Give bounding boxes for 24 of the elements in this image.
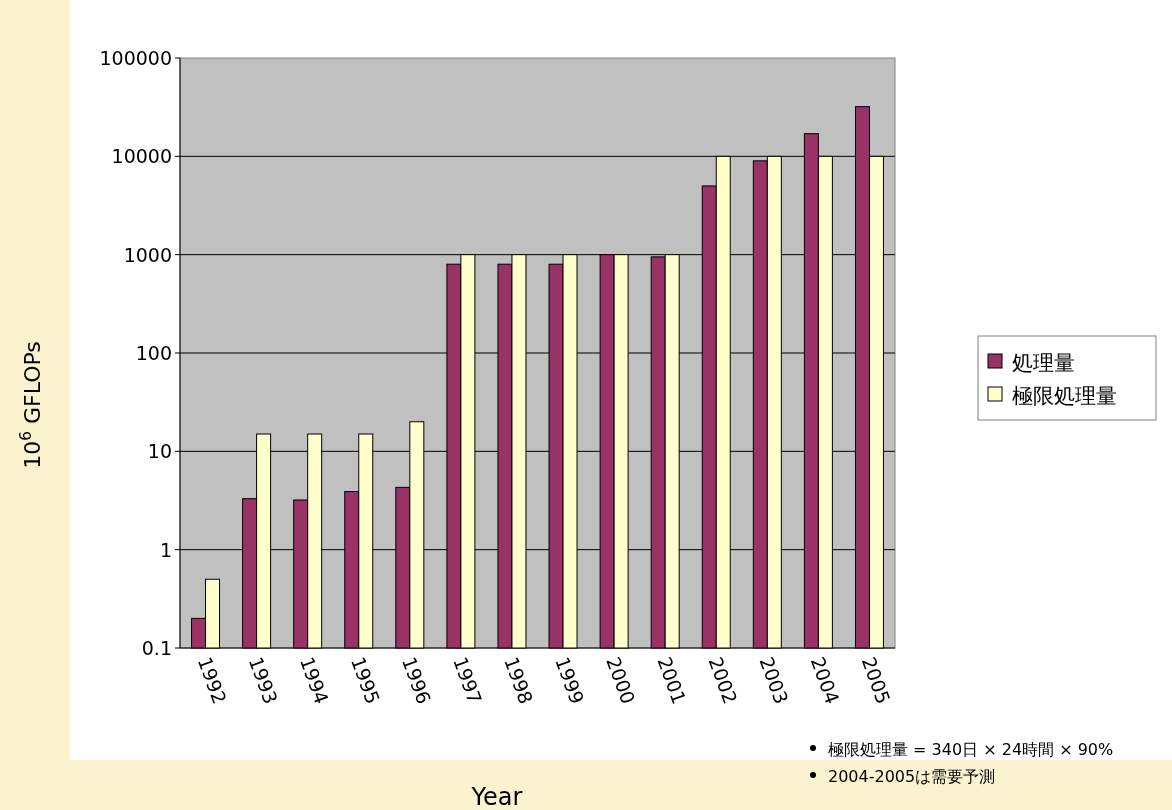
x-tick-label: 2003 [755, 653, 793, 707]
x-tick-label: 2004 [806, 653, 844, 707]
x-tick-label: 1995 [346, 653, 385, 707]
x-tick-label: 1996 [398, 653, 436, 707]
y-tick-label: 0.1 [141, 637, 172, 659]
x-tick-label: 1992 [193, 653, 231, 707]
x-tick-label: 2005 [857, 653, 895, 707]
x-tick-label: 1998 [500, 653, 538, 707]
x-tick-label: 1994 [295, 653, 334, 707]
legend-label: 極限処理量 [1012, 384, 1117, 408]
x-axis-title: Year [470, 783, 523, 810]
y-tick-label: 1000 [123, 243, 172, 266]
y-tick-label: 1 [159, 538, 172, 561]
x-tick-label: 1999 [551, 653, 589, 707]
y-tick-label: 10000 [111, 145, 172, 168]
legend-label: 処理量 [1012, 351, 1075, 375]
y-tick-label: 100 [135, 342, 172, 364]
y-tick-label: 10 [147, 440, 172, 463]
x-tick-label: 2002 [704, 653, 742, 707]
y-tick-label: 100000 [99, 47, 172, 69]
x-tick-label: 2000 [602, 653, 640, 707]
x-tick-label: 1997 [449, 653, 487, 707]
x-tick-label: 1993 [244, 653, 283, 707]
x-tick-label: 2001 [653, 653, 691, 707]
